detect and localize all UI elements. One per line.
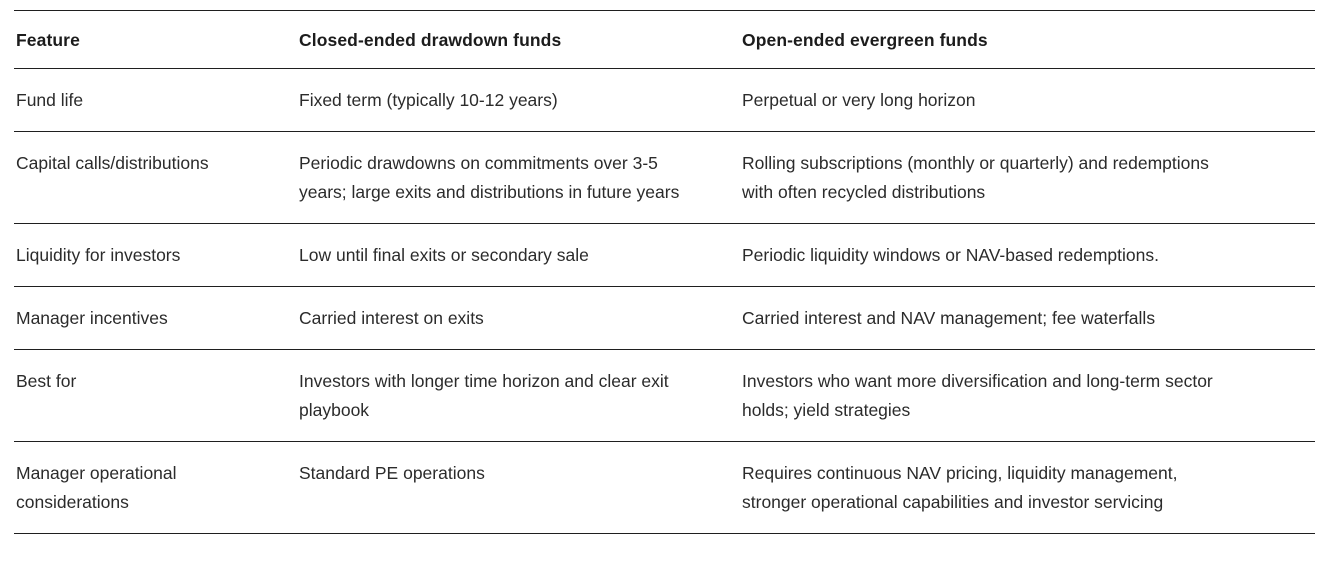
closed-ended-cell: Periodic drawdowns on commitments over 3…	[297, 131, 740, 224]
feature-cell: Manager incentives	[14, 286, 297, 350]
feature-cell: Fund life	[14, 68, 297, 132]
table-row-operational-considerations: Manager operational considerations Stand…	[14, 442, 1315, 534]
feature-cell: Capital calls/distributions	[14, 131, 297, 224]
fund-comparison-table: Feature Closed-ended drawdown funds Open…	[14, 10, 1315, 534]
closed-ended-cell: Fixed term (typically 10-12 years)	[297, 68, 740, 132]
open-ended-cell: Periodic liquidity windows or NAV-based …	[740, 223, 1315, 287]
table-row-fund-life: Fund life Fixed term (typically 10-12 ye…	[14, 68, 1315, 132]
table-row-best-for: Best for Investors with longer time hori…	[14, 349, 1315, 442]
table-row-capital-calls: Capital calls/distributions Periodic dra…	[14, 131, 1315, 224]
open-ended-cell: Investors who want more diversification …	[740, 349, 1315, 442]
feature-cell: Best for	[14, 349, 297, 442]
open-ended-cell: Perpetual or very long horizon	[740, 68, 1315, 132]
feature-cell: Manager operational considerations	[16, 463, 177, 512]
closed-ended-cell: Investors with longer time horizon and c…	[297, 349, 740, 442]
open-ended-cell: Requires continuous NAV pricing, liquidi…	[742, 463, 1178, 512]
open-ended-cell: Carried interest and NAV management; fee…	[740, 286, 1315, 350]
closed-ended-cell: Carried interest on exits	[297, 286, 740, 350]
table-header-row: Feature Closed-ended drawdown funds Open…	[14, 10, 1315, 69]
feature-cell: Liquidity for investors	[14, 223, 297, 287]
open-ended-cell: Rolling subscriptions (monthly or quarte…	[740, 131, 1315, 224]
table-row-manager-incentives: Manager incentives Carried interest on e…	[14, 286, 1315, 350]
column-header-feature: Feature	[14, 10, 297, 69]
closed-ended-cell: Standard PE operations	[299, 463, 485, 483]
closed-ended-cell: Low until final exits or secondary sale	[297, 223, 740, 287]
column-header-open-ended: Open-ended evergreen funds	[740, 10, 1315, 69]
table-row-liquidity: Liquidity for investors Low until final …	[14, 223, 1315, 287]
column-header-closed-ended: Closed-ended drawdown funds	[297, 10, 740, 69]
